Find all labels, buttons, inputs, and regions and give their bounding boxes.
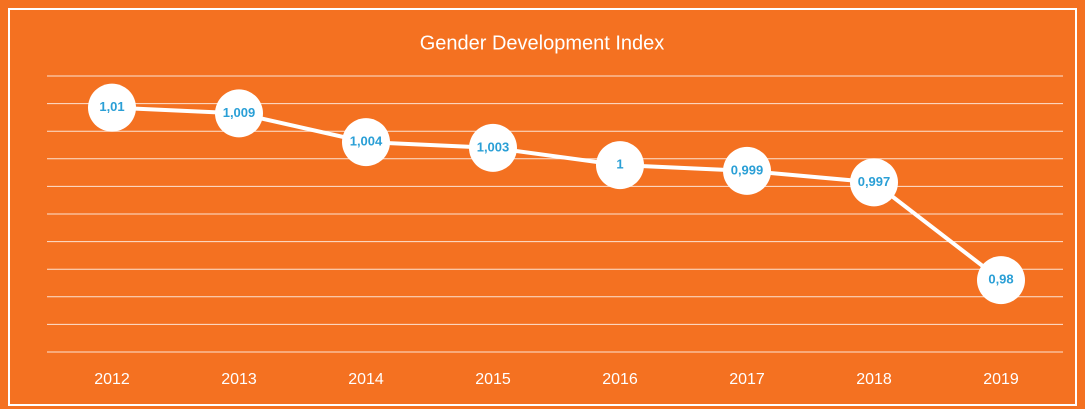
marker bbox=[596, 141, 644, 190]
marker bbox=[469, 123, 517, 172]
x-tick-label: 2015 bbox=[475, 371, 511, 388]
x-tick-label: 2016 bbox=[602, 371, 638, 388]
x-tick-label: 2019 bbox=[983, 371, 1019, 388]
data-label: 1,009 bbox=[223, 105, 256, 120]
data-label: 1,004 bbox=[350, 134, 383, 149]
data-label: 0,999 bbox=[731, 162, 764, 177]
x-tick-label: 2018 bbox=[856, 371, 892, 388]
marker bbox=[977, 256, 1025, 305]
x-tick-label: 2014 bbox=[348, 371, 384, 388]
data-label: 1,01 bbox=[99, 99, 124, 114]
x-tick-label: 2017 bbox=[729, 371, 765, 388]
data-label: 0,997 bbox=[858, 174, 891, 189]
data-label: 1,003 bbox=[477, 139, 510, 154]
marker bbox=[342, 118, 390, 167]
x-tick-label: 2012 bbox=[94, 371, 130, 388]
data-label: 0,98 bbox=[988, 272, 1013, 287]
marker bbox=[88, 83, 136, 132]
x-tick-label: 2013 bbox=[221, 371, 257, 388]
frame bbox=[8, 8, 1077, 406]
marker bbox=[723, 146, 771, 195]
marker bbox=[850, 158, 898, 207]
marker bbox=[215, 89, 263, 138]
data-label: 1 bbox=[616, 157, 623, 172]
chart-title: Gender Development Index bbox=[420, 32, 665, 54]
